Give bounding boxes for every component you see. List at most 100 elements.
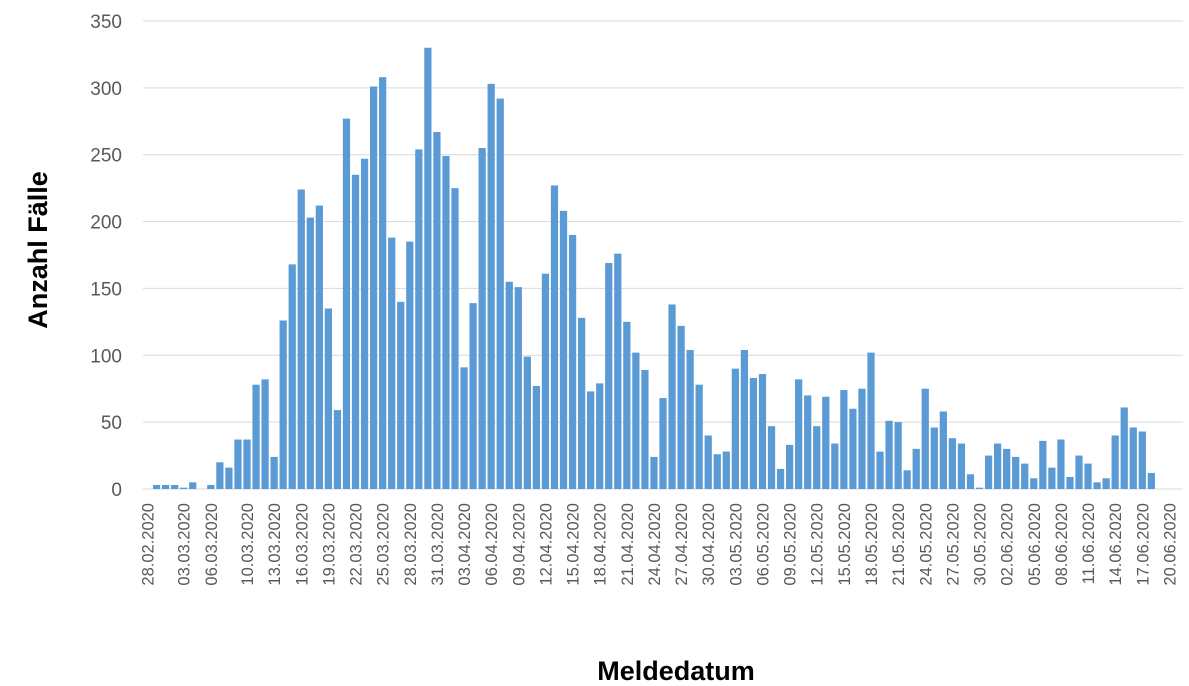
x-tick-label: 27.05.2020 [944, 503, 962, 586]
x-tick-label: 25.03.2020 [375, 503, 393, 586]
bar [921, 388, 929, 489]
bar [451, 188, 459, 489]
x-tick-label: 06.03.2020 [203, 503, 221, 586]
bar [442, 156, 450, 489]
x-tick-label: 24.04.2020 [646, 503, 664, 586]
bar [559, 210, 568, 490]
bar [596, 383, 604, 489]
bar [840, 390, 848, 489]
bar [614, 253, 622, 489]
bar [270, 456, 278, 489]
bar [487, 83, 495, 490]
bar [568, 234, 577, 489]
bar [243, 439, 251, 489]
x-tick-label: 14.06.2020 [1107, 503, 1125, 586]
bar [831, 443, 839, 489]
bar [804, 395, 812, 489]
bar [1138, 431, 1146, 489]
x-tick-label: 15.05.2020 [836, 503, 854, 586]
x-axis-ticks: 28.02.2020 03.03.2020 06.03.2020 10.03.2020… [140, 503, 1180, 586]
bar [587, 391, 595, 489]
x-tick-label: 09.05.2020 [782, 503, 800, 586]
bar [342, 118, 351, 490]
x-tick-label: 12.04.2020 [537, 503, 555, 586]
bar [785, 444, 794, 489]
bar [152, 484, 161, 489]
bar [189, 482, 197, 489]
x-tick-label: 09.04.2020 [510, 503, 528, 586]
y-tick-label: 350 [90, 12, 122, 33]
bar [885, 420, 893, 489]
bar [360, 158, 369, 489]
bar [514, 287, 522, 489]
bar [1102, 478, 1110, 489]
x-tick-label: 30.05.2020 [972, 503, 990, 586]
bar [397, 301, 405, 489]
bar [993, 443, 1002, 489]
bar [496, 98, 504, 489]
bar [433, 131, 441, 490]
bar [225, 467, 233, 489]
bar [939, 411, 947, 489]
bar [776, 468, 785, 489]
bar [876, 451, 884, 489]
bar [315, 205, 323, 490]
x-tick-label: 17.06.2020 [1134, 503, 1152, 586]
bar [288, 264, 296, 489]
bar [767, 426, 776, 489]
x-tick-label: 03.04.2020 [456, 503, 474, 586]
x-axis-title: Meldedatum [597, 656, 755, 686]
bar [478, 148, 486, 489]
x-tick-label: 12.05.2020 [809, 503, 827, 586]
bar [858, 388, 866, 489]
bar [731, 368, 739, 489]
bar [668, 304, 676, 489]
bar [686, 349, 694, 489]
bar [261, 379, 269, 489]
bar [758, 374, 767, 489]
bar [460, 367, 468, 489]
bar [912, 448, 920, 489]
bar [894, 422, 902, 489]
bar [369, 86, 378, 490]
bar [650, 456, 658, 489]
y-tick-label: 150 [90, 279, 122, 300]
x-tick-label: 22.03.2020 [348, 503, 366, 586]
bar [216, 462, 224, 489]
x-tick-label: 24.05.2020 [917, 503, 935, 586]
bar [550, 185, 559, 489]
bar [813, 426, 821, 489]
x-tick-label: 02.06.2020 [999, 503, 1017, 586]
bar [279, 320, 287, 489]
bar [161, 484, 170, 489]
bar [948, 438, 957, 489]
bar [306, 217, 314, 489]
bar [1066, 476, 1074, 489]
x-tick-label: 08.06.2020 [1053, 503, 1071, 586]
bar [1084, 463, 1092, 489]
bar [505, 281, 513, 489]
bar [984, 455, 993, 489]
bar [867, 352, 875, 489]
bar [903, 470, 911, 489]
bar [351, 174, 360, 489]
x-tick-label: 11.06.2020 [1080, 503, 1098, 584]
bar [333, 410, 342, 489]
bar [424, 47, 432, 489]
y-axis-title: Anzahl Fälle [23, 171, 53, 329]
bar [324, 308, 333, 489]
y-tick-label: 100 [90, 346, 122, 367]
x-tick-label: 13.03.2020 [266, 503, 284, 586]
bar [605, 263, 613, 489]
bar [252, 384, 260, 489]
bar [1021, 463, 1029, 489]
y-tick-label: 0 [111, 480, 122, 501]
x-tick-label: 20.06.2020 [1161, 503, 1179, 586]
bar [966, 474, 975, 489]
bar [297, 189, 305, 490]
x-tick-label: 28.02.2020 [140, 503, 158, 586]
bar [577, 317, 586, 489]
bars [152, 47, 1155, 490]
x-tick-label: 16.03.2020 [293, 503, 311, 586]
